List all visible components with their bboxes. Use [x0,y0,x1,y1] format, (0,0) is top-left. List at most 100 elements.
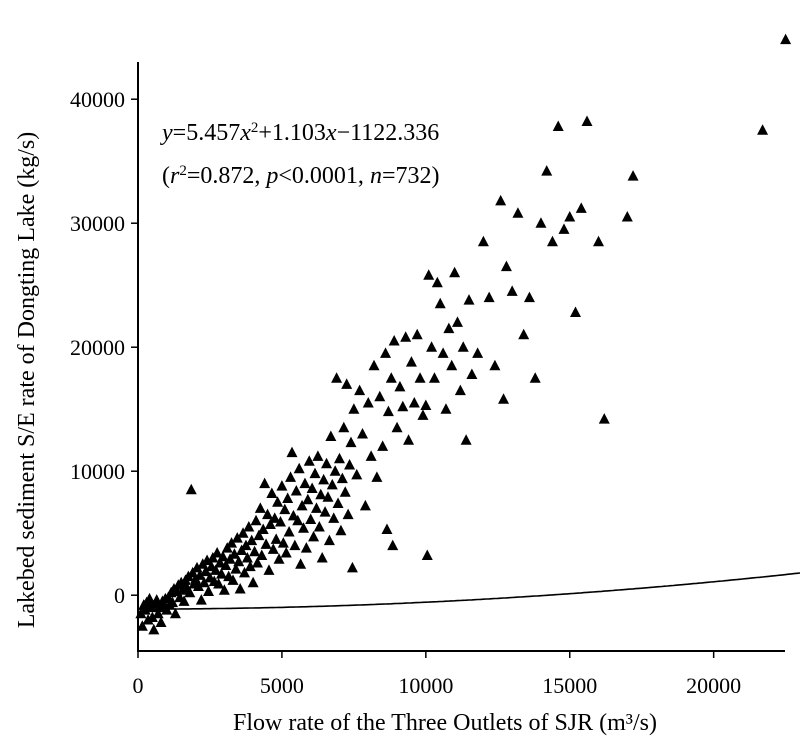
data-point [451,316,463,327]
data-point [506,285,518,296]
data-point [333,452,345,464]
data-point [192,580,204,592]
data-point [380,347,392,358]
data-point [357,428,369,439]
data-point [495,194,507,206]
data-point [569,306,581,317]
data-point [152,607,164,619]
data-point [247,576,259,588]
data-point [318,473,330,485]
data-point [400,331,412,342]
data-point [144,592,156,604]
fit-equation: y=5.457x2+1.103x−1122.336 [160,120,439,146]
data-point [377,440,389,451]
x-ticks: 0 5000 10000 15000 20000 [133,651,741,698]
data-point [408,397,420,408]
data-point [391,421,403,433]
data-point [328,512,340,523]
data-point [428,372,440,383]
data-point [217,550,229,562]
data-point [215,568,227,579]
data-point [593,235,605,247]
data-point [457,341,469,352]
data-point [256,549,268,561]
data-point [267,543,279,554]
data-point [146,611,158,623]
data-point [290,485,302,496]
data-point [184,586,196,598]
data-point [394,380,406,392]
data-point [388,335,400,346]
data-point [627,170,639,181]
data-point [319,506,331,517]
data-point [308,530,320,542]
data-point [535,217,547,228]
data-point [382,405,394,417]
data-point [529,372,541,383]
data-point [335,524,347,536]
data-point [295,558,307,569]
data-point [286,446,298,458]
data-point [322,491,334,502]
data-point [552,120,564,131]
data-point [257,523,269,534]
y-ticks: 0 10000 20000 30000 40000 [70,87,138,608]
data-point [321,457,333,469]
data-point [194,569,206,580]
data-point [331,372,343,383]
data-point [446,359,458,371]
data-point [226,537,238,548]
data-point [259,477,271,489]
data-point [264,518,276,530]
data-point [518,328,530,340]
data-point [253,529,265,541]
data-point [345,436,357,448]
data-point [581,115,593,127]
data-point [285,471,297,482]
data-point [558,223,570,234]
data-point [303,455,315,466]
data-point [338,421,350,433]
data-point [277,537,289,548]
data-point [417,409,429,420]
data-point [287,509,299,521]
data-point [312,450,324,461]
data-point [365,450,377,461]
data-point [195,594,207,605]
data-point [463,294,475,305]
data-point [306,482,318,494]
data-point [323,534,335,546]
data-point [426,341,438,352]
data-point [342,508,354,520]
data-point [250,514,262,526]
data-points [135,33,792,635]
data-point [244,560,256,572]
data-point [344,459,356,470]
data-point [198,576,210,588]
data-point [440,403,452,414]
data-point [421,549,433,561]
data-point [315,488,327,500]
data-point [214,556,226,568]
data-point [575,202,587,213]
data-point [237,527,249,538]
data-point [218,584,230,595]
data-point [299,477,311,489]
data-point [443,322,455,334]
data-point [227,574,239,585]
data-point [309,467,321,479]
data-point [403,434,415,445]
data-point [523,291,535,303]
data-point [262,508,274,520]
fit-curve [138,572,800,610]
data-point [270,533,282,544]
data-point [564,211,576,222]
data-point [274,516,286,527]
data-point [272,496,284,507]
data-point [300,542,312,553]
x-tick-label: 10000 [398,673,453,698]
data-point [254,502,266,513]
data-point [371,471,383,482]
y-tick-label: 10000 [70,459,125,484]
